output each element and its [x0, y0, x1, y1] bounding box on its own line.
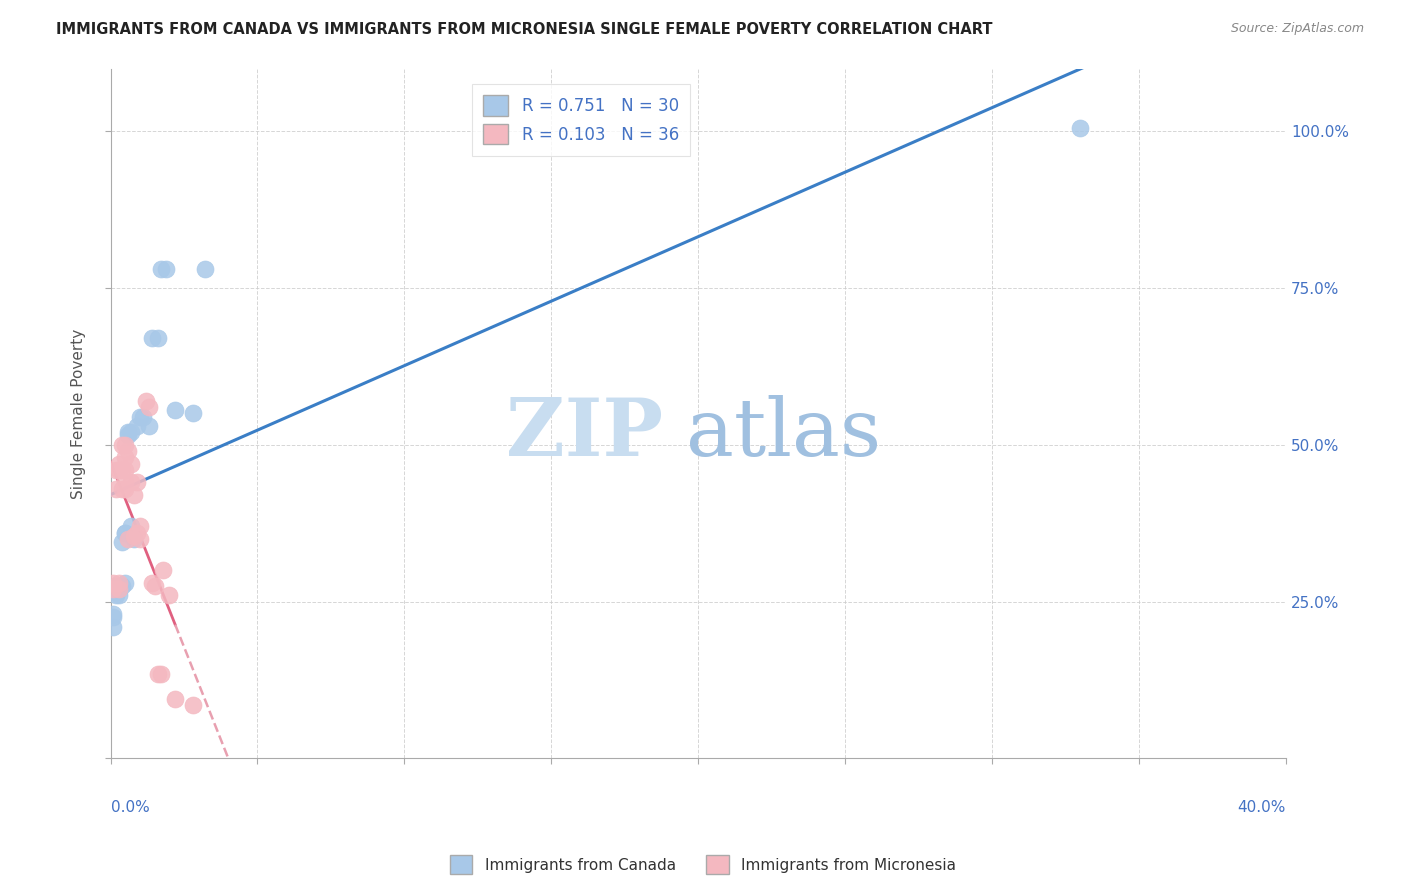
Point: [157, 588, 180, 602]
Text: Source: ZipAtlas.com: Source: ZipAtlas.com: [1230, 22, 1364, 36]
Point: [111, 579, 134, 593]
Point: [105, 588, 128, 602]
Point: [114, 438, 136, 452]
Point: [143, 579, 166, 593]
Point: [125, 475, 148, 490]
Point: [103, 607, 125, 621]
Point: [103, 620, 125, 634]
Point: [108, 575, 131, 590]
Point: [111, 482, 134, 496]
Point: [152, 563, 174, 577]
Point: [103, 575, 125, 590]
Point: [129, 409, 152, 424]
Point: [117, 425, 139, 440]
Text: IMMIGRANTS FROM CANADA VS IMMIGRANTS FROM MICRONESIA SINGLE FEMALE POVERTY CORRE: IMMIGRANTS FROM CANADA VS IMMIGRANTS FRO…: [56, 22, 993, 37]
Point: [1069, 121, 1091, 136]
Point: [138, 419, 160, 434]
Point: [138, 400, 160, 414]
Legend: Immigrants from Canada, Immigrants from Micronesia: Immigrants from Canada, Immigrants from …: [443, 849, 963, 880]
Point: [111, 438, 134, 452]
Point: [105, 585, 128, 599]
Point: [141, 331, 163, 345]
Point: [117, 428, 139, 442]
Point: [120, 457, 142, 471]
Point: [111, 463, 134, 477]
Point: [129, 532, 152, 546]
Point: [117, 444, 139, 458]
Point: [165, 691, 187, 706]
Point: [120, 519, 142, 533]
Point: [181, 698, 204, 712]
Point: [114, 482, 136, 496]
Point: [122, 488, 145, 502]
Point: [149, 666, 172, 681]
Point: [149, 262, 172, 277]
Point: [146, 331, 169, 345]
Point: [129, 519, 152, 533]
Point: [146, 666, 169, 681]
Point: [114, 450, 136, 465]
Point: [114, 475, 136, 490]
Point: [108, 457, 131, 471]
Point: [105, 579, 128, 593]
Y-axis label: Single Female Poverty: Single Female Poverty: [72, 328, 86, 499]
Point: [117, 532, 139, 546]
Text: ZIP: ZIP: [506, 395, 664, 473]
Point: [108, 588, 131, 602]
Point: [111, 535, 134, 549]
Point: [114, 525, 136, 540]
Point: [141, 575, 163, 590]
Text: 0.0%: 0.0%: [111, 800, 149, 814]
Point: [114, 525, 136, 540]
Point: [194, 262, 217, 277]
Text: 40.0%: 40.0%: [1237, 800, 1286, 814]
Point: [135, 393, 157, 408]
Point: [105, 482, 128, 496]
Text: atlas: atlas: [686, 395, 882, 473]
Point: [120, 425, 142, 440]
Point: [122, 529, 145, 543]
Legend: R = 0.751   N = 30, R = 0.103   N = 36: R = 0.751 N = 30, R = 0.103 N = 36: [471, 84, 690, 156]
Point: [108, 579, 131, 593]
Point: [125, 525, 148, 540]
Point: [165, 403, 187, 417]
Point: [108, 582, 131, 596]
Point: [105, 463, 128, 477]
Point: [181, 406, 204, 420]
Point: [103, 610, 125, 624]
Point: [125, 419, 148, 434]
Point: [114, 463, 136, 477]
Point: [120, 475, 142, 490]
Point: [122, 532, 145, 546]
Point: [114, 575, 136, 590]
Point: [155, 262, 177, 277]
Point: [103, 582, 125, 596]
Point: [132, 409, 155, 424]
Point: [108, 463, 131, 477]
